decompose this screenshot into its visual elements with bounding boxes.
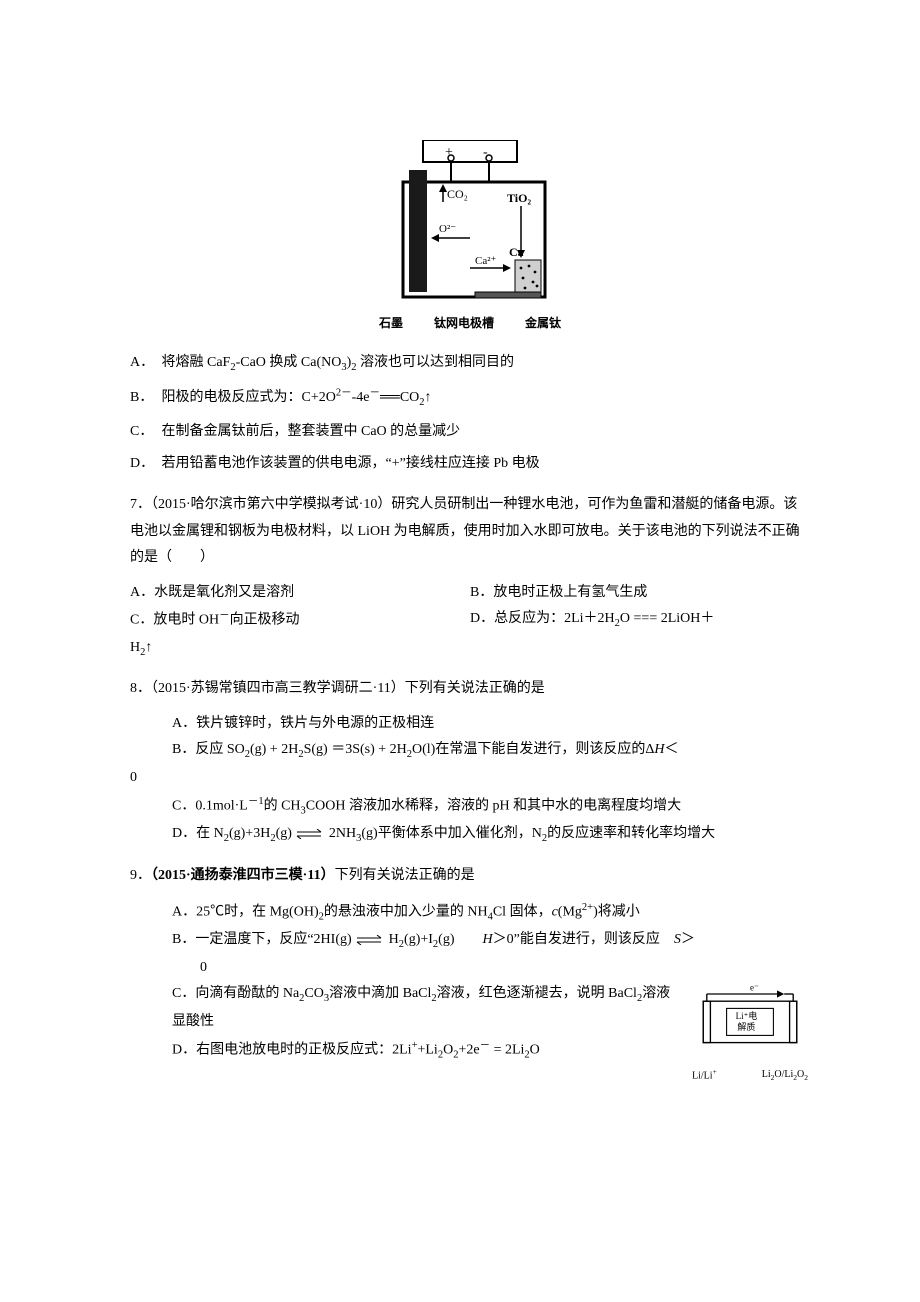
svg-text:Ca²⁺: Ca²⁺: [475, 255, 497, 267]
svg-text:解质: 解质: [737, 1021, 755, 1032]
svg-text:CO₂: CO₂: [447, 187, 468, 201]
svg-text:O²⁻: O²⁻: [439, 223, 456, 235]
option-text: 若用铅蓄电池作该装置的供电电源，“+”接线柱应连接 Pb 电极: [162, 456, 540, 471]
caption-left: 石墨: [379, 312, 403, 335]
option-text: 阳极的电极反应式为：C+2O2－-4e－══CO2↑: [162, 390, 432, 405]
fig-left-label: Li/Li+: [692, 1065, 717, 1085]
option-label: D．: [130, 451, 158, 478]
q7-option-c: C．放电时 OH－向正极移动: [130, 606, 470, 634]
q6-option-a: A． 将熔融 CaF2-CaO 换成 Ca(NO3)2 溶液也可以达到相同目的: [130, 350, 810, 378]
svg-text:TiO₂: TiO₂: [507, 191, 531, 205]
equilibrium-arrow-icon: [295, 829, 325, 839]
q8-option-a: A．铁片镀锌时，铁片与外电源的正极相连: [130, 711, 810, 738]
option-text: 将熔融 CaF2-CaO 换成 Ca(NO3)2 溶液也可以达到相同目的: [162, 355, 515, 370]
q7-option-d: D．总反应为：2Li＋2H2O === 2LiOH＋: [470, 606, 810, 634]
q6-figure: + -: [130, 140, 810, 338]
q7-option-a: A．水既是氧化剂又是溶剂: [130, 580, 470, 607]
option-text: 在制备金属钛前后，整套装置中 CaO 的总量减少: [162, 424, 461, 439]
q8-option-d: D．在 N2(g)+3H2(g) 2NH3(g)平衡体系中加入催化剂，N2的反应…: [130, 821, 810, 849]
q7-option-d-cont: H2↑: [130, 635, 810, 663]
q6-option-c: C． 在制备金属钛前后，整套装置中 CaO 的总量减少: [130, 419, 810, 446]
option-label: A．: [130, 350, 158, 377]
q9-head: 9．（2015·通扬泰淮四市三模·11）下列有关说法正确的是: [130, 863, 810, 890]
q9-option-b: B．一定温度下，反应“2HI(g) H2(g)+I2(g) H＞0”能自发进行，…: [130, 927, 810, 955]
q9-option-b-cont: 0: [130, 955, 810, 982]
electrolysis-diagram: + -: [375, 140, 565, 310]
q8-option-b-cont: 0: [130, 765, 810, 792]
q7-head: 7．（2015·哈尔滨市第六中学模拟考试·10）研究人员研制出一种锂水电池，可作…: [130, 492, 810, 572]
caption-right: 金属钛: [525, 312, 561, 335]
q7-option-b: B．放电时正极上有氢气生成: [470, 580, 810, 607]
svg-text:+: +: [445, 145, 453, 160]
option-label: B．: [130, 385, 158, 412]
option-label: C．: [130, 419, 158, 446]
fig-right-label: Li2O/Li2O2: [762, 1065, 808, 1085]
caption-mid: 钛网电极槽: [434, 312, 494, 335]
equilibrium-arrow-icon: [355, 935, 385, 945]
q9-option-a: A．25℃时，在 Mg(OH)2的悬浊液中加入少量的 NH4Cl 固体，c(Mg…: [130, 898, 810, 927]
q8-head: 8．（2015·苏锡常镇四市高三教学调研二·11）下列有关说法正确的是: [130, 676, 810, 703]
q8-option-b: B．反应 SO2(g) + 2H2S(g) ＝3S(s) + 2H2O(l)在常…: [130, 737, 810, 765]
svg-text:Li⁺电: Li⁺电: [736, 1010, 758, 1021]
q6-option-b: B． 阳极的电极反应式为：C+2O2－-4e－══CO2↑: [130, 383, 810, 412]
svg-text:Ca: Ca: [509, 245, 524, 259]
q9-figure: e⁻ Li⁺电 解质 Li/Li+ Li2O/Li2O2: [690, 985, 810, 1085]
battery-diagram: e⁻ Li⁺电 解质: [690, 985, 810, 1057]
svg-text:e⁻: e⁻: [750, 985, 759, 992]
q8-option-c: C．0.1mol·L－1的 CH3COOH 溶液加水稀释，溶液的 pH 和其中水…: [130, 792, 810, 821]
q6-option-d: D． 若用铅蓄电池作该装置的供电电源，“+”接线柱应连接 Pb 电极: [130, 451, 810, 478]
